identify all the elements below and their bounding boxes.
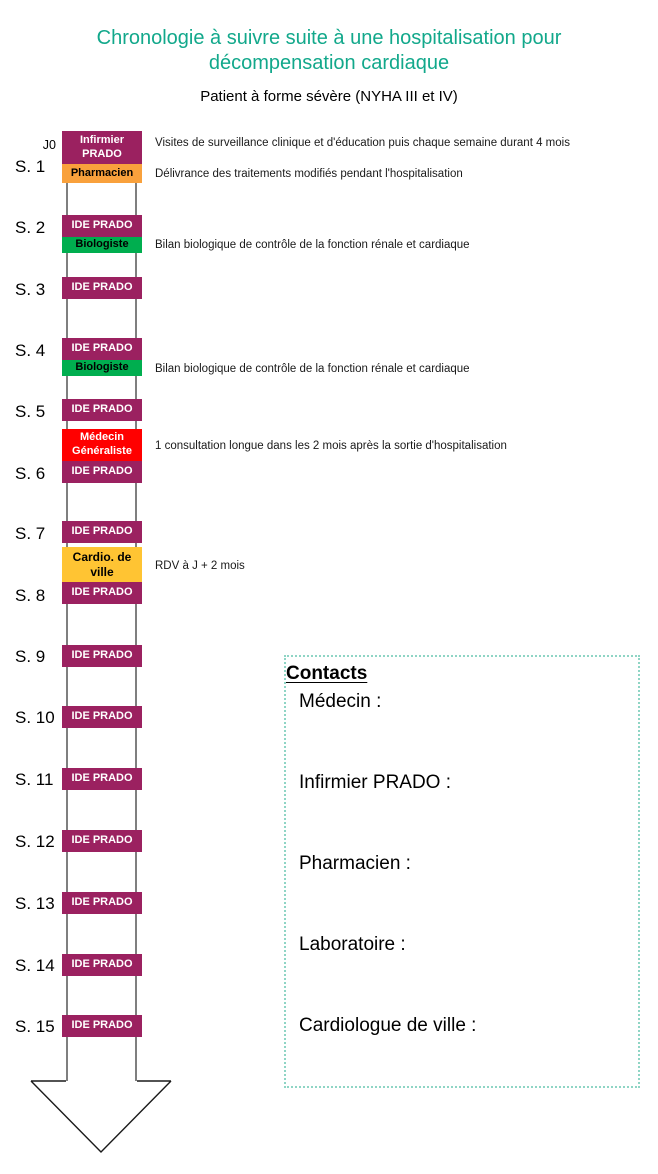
week-label-s13: S. 13 <box>15 894 55 913</box>
event-box-ide-prado-s3: IDE PRADO <box>62 277 142 299</box>
annotation-delivrance: Délivrance des traitements modifiés pend… <box>155 168 463 180</box>
event-box-pharmacien: Pharmacien <box>62 164 142 183</box>
arrow-down-icon <box>30 1080 172 1153</box>
event-box-ide-prado-s7: IDE PRADO <box>62 521 142 543</box>
annotation-bilan-1: Bilan biologique de contrôle de la fonct… <box>155 239 470 251</box>
week-label-s1: S. 1 <box>15 157 46 176</box>
week-label-s10: S. 10 <box>15 708 55 727</box>
page-subtitle: Patient à forme sévère (NYHA III et IV) <box>200 88 458 105</box>
contacts-panel: Contacts Médecin : Infirmier PRADO : Pha… <box>284 655 640 1088</box>
timeline-shaft-left-line <box>66 133 68 1081</box>
event-box-ide-prado-s5: IDE PRADO <box>62 399 142 421</box>
week-label-s11: S. 11 <box>15 770 54 789</box>
annotation-rdv: RDV à J + 2 mois <box>155 560 245 572</box>
event-box-ide-prado-s4: IDE PRADO <box>62 338 142 360</box>
week-label-s5: S. 5 <box>15 402 46 421</box>
annotation-surveillance: Visites de surveillance clinique et d'éd… <box>155 137 570 149</box>
week-label-s12: S. 12 <box>15 832 55 851</box>
event-box-ide-prado-s12: IDE PRADO <box>62 830 142 852</box>
event-box-ide-prado-s11: IDE PRADO <box>62 768 142 790</box>
event-box-ide-prado-s15: IDE PRADO <box>62 1015 142 1037</box>
contact-field-laboratoire: Laboratoire : <box>299 934 406 955</box>
week-label-s15: S. 15 <box>15 1017 55 1036</box>
event-box-ide-prado-s14: IDE PRADO <box>62 954 142 976</box>
contact-field-cardiologue: Cardiologue de ville : <box>299 1015 477 1036</box>
event-box-ide-prado-s10: IDE PRADO <box>62 706 142 728</box>
contacts-title: Contacts <box>286 663 368 684</box>
event-box-infirmier-prado: Infirmier PRADO <box>62 131 142 164</box>
week-label-s7: S. 7 <box>15 524 46 543</box>
week-label-s4: S. 4 <box>15 341 46 360</box>
timeline-shaft-right-line <box>135 133 137 1081</box>
page-title: Chronologie à suivre suite à une hospita… <box>96 27 562 74</box>
event-box-cardio-de-ville: Cardio. de ville <box>62 547 142 582</box>
contact-field-pharmacien: Pharmacien : <box>299 853 411 874</box>
week-label-s8: S. 8 <box>15 586 46 605</box>
week-label-s9: S. 9 <box>15 647 46 666</box>
week-label-s3: S. 3 <box>15 280 46 299</box>
annotation-bilan-2: Bilan biologique de contrôle de la fonct… <box>155 363 470 375</box>
event-box-ide-prado-s8: IDE PRADO <box>62 582 142 604</box>
event-box-medecin-generaliste: Médecin Généraliste <box>62 429 142 461</box>
event-box-biologiste-s4: Biologiste <box>62 360 142 376</box>
event-box-ide-prado-s13: IDE PRADO <box>62 892 142 914</box>
day-zero-label: J0 <box>42 138 56 152</box>
event-box-ide-prado-s2: IDE PRADO <box>62 215 142 237</box>
contact-field-infirmier-prado: Infirmier PRADO : <box>299 772 452 793</box>
event-box-ide-prado-s6: IDE PRADO <box>62 461 142 483</box>
event-box-biologiste-s2: Biologiste <box>62 237 142 253</box>
event-box-ide-prado-s9: IDE PRADO <box>62 645 142 667</box>
week-label-s6: S. 6 <box>15 464 46 483</box>
week-label-s14: S. 14 <box>15 956 55 975</box>
contact-field-medecin: Médecin : <box>299 691 382 712</box>
week-label-s2: S. 2 <box>15 218 46 237</box>
annotation-consultation: 1 consultation longue dans les 2 mois ap… <box>155 440 507 452</box>
